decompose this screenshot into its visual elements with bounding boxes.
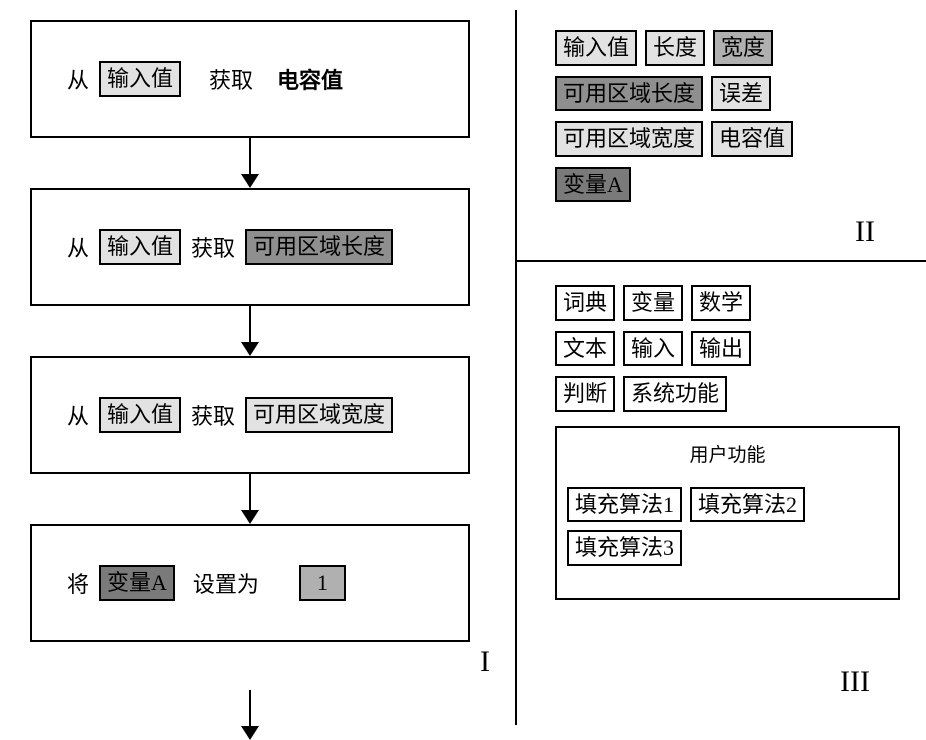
panel-1-flow: 从 输入值 获取 电容值 从 输入值 获取 可用区域长度 从 输入值 获取 可用… [30, 20, 470, 642]
panel-2-variables: 输入值长度宽度可用区域长度误差可用区域宽度电容值变量A [555, 30, 900, 212]
chip-row: 可用区域长度误差 [555, 76, 900, 112]
variable-chip[interactable]: 宽度 [713, 30, 773, 66]
function-chip[interactable]: 系统功能 [623, 376, 727, 412]
variable-chip[interactable]: 输入值 [555, 30, 637, 66]
chip-input-value[interactable]: 输入值 [99, 397, 181, 433]
user-functions-title: 用户功能 [567, 440, 888, 467]
chip-available-length[interactable]: 可用区域长度 [245, 229, 393, 265]
chip-input-value[interactable]: 输入值 [99, 229, 181, 265]
function-chip[interactable]: 文本 [555, 331, 615, 367]
panel-3-functions: 词典变量数学文本输入输出判断系统功能 用户功能 填充算法1填充算法2填充算法3 [555, 285, 900, 600]
variable-chip[interactable]: 电容值 [711, 121, 793, 157]
chip-row: 判断系统功能 [555, 376, 900, 412]
text: 从 [67, 399, 89, 431]
chip-row: 可用区域宽度电容值 [555, 121, 900, 157]
chip-row: 输入值长度宽度 [555, 30, 900, 66]
arrow-continuation [241, 690, 259, 740]
chip-available-width[interactable]: 可用区域宽度 [245, 397, 393, 433]
text: 获取 [209, 63, 253, 95]
variable-chip[interactable]: 长度 [645, 30, 705, 66]
arrow [30, 306, 470, 356]
panel-label-2: II [855, 215, 875, 249]
variable-chip[interactable]: 可用区域宽度 [555, 121, 703, 157]
vertical-divider [515, 10, 517, 725]
flow-step-3: 从 输入值 获取 可用区域宽度 [30, 356, 470, 474]
panel-label-3: III [840, 665, 870, 699]
text: 获取 [191, 231, 235, 263]
arrow [30, 474, 470, 524]
variable-chip[interactable]: 误差 [711, 76, 771, 112]
function-chip[interactable]: 词典 [555, 285, 615, 321]
chip-row: 文本输入输出 [555, 331, 900, 367]
diagram-canvas: 从 输入值 获取 电容值 从 输入值 获取 可用区域长度 从 输入值 获取 可用… [0, 0, 926, 725]
chip-input-value[interactable]: 输入值 [99, 61, 181, 97]
function-chip[interactable]: 数学 [691, 285, 751, 321]
function-chip[interactable]: 输入 [623, 331, 683, 367]
chip-variable-a[interactable]: 变量A [99, 565, 175, 601]
horizontal-divider [515, 260, 926, 262]
flow-step-4: 将 变量A 设置为 1 [30, 524, 470, 642]
text: 设置为 [193, 567, 259, 599]
function-chip[interactable]: 输出 [691, 331, 751, 367]
chip-row: 变量A [555, 167, 900, 203]
function-chip[interactable]: 判断 [555, 376, 615, 412]
flow-step-2: 从 输入值 获取 可用区域长度 [30, 188, 470, 306]
chip-value-1[interactable]: 1 [299, 565, 346, 601]
text: 从 [67, 63, 89, 95]
user-function-chip[interactable]: 填充算法1 [567, 487, 682, 523]
text: 获取 [191, 399, 235, 431]
text: 将 [67, 567, 89, 599]
chip-row: 词典变量数学 [555, 285, 900, 321]
variable-chip[interactable]: 变量A [555, 167, 631, 203]
function-chip[interactable]: 变量 [623, 285, 683, 321]
user-function-chip[interactable]: 填充算法3 [567, 530, 682, 566]
text: 从 [67, 231, 89, 263]
text-capacitance: 电容值 [277, 63, 343, 95]
arrow [30, 138, 470, 188]
variable-chip[interactable]: 可用区域长度 [555, 76, 703, 112]
user-function-chip[interactable]: 填充算法2 [690, 487, 805, 523]
user-functions-box: 用户功能 填充算法1填充算法2填充算法3 [555, 426, 900, 600]
flow-step-1: 从 输入值 获取 电容值 [30, 20, 470, 138]
panel-label-1: I [480, 645, 490, 679]
